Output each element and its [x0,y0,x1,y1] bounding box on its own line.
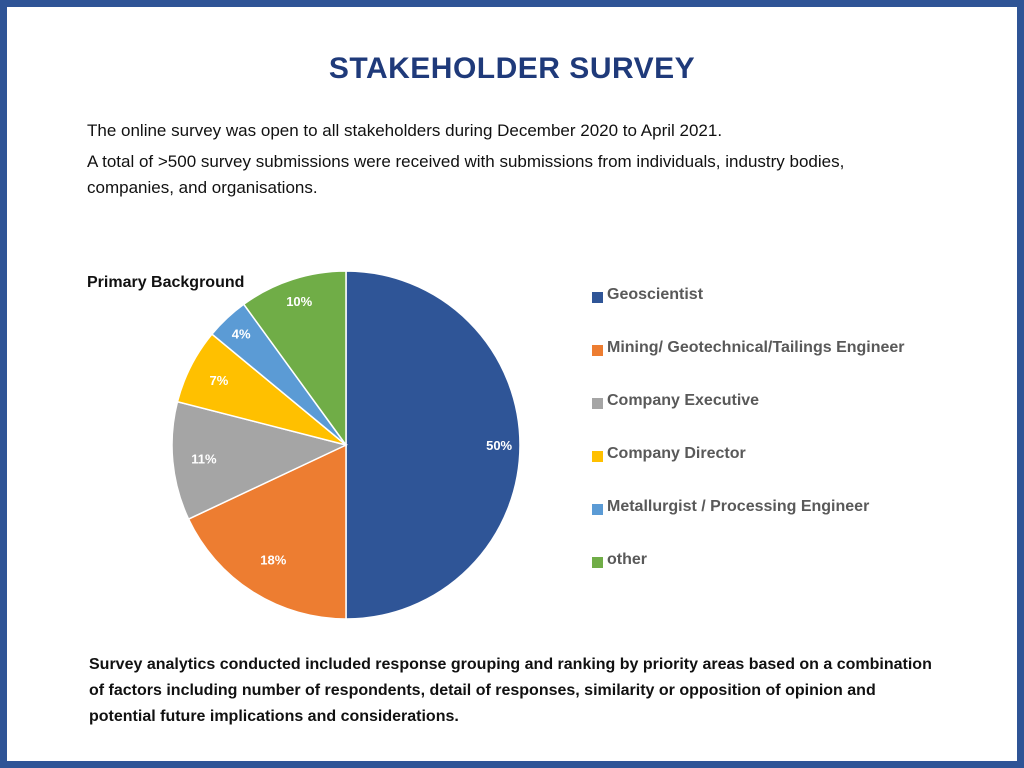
legend-label: Metallurgist / Processing Engineer [607,498,870,515]
data-label-4: 7% [209,373,228,388]
legend-swatch [592,451,603,462]
page-title: STAKEHOLDER SURVEY [328,52,696,85]
pie-slice-1 [345,270,521,620]
legend-label: other [607,551,647,568]
legend-item-4: Company Director [592,445,905,498]
chart-title: Primary Background [87,274,245,291]
pie-slice-3 [171,400,349,521]
legend-swatch [592,557,603,568]
legend-item-5: Metallurgist / Processing Engineer [592,498,905,551]
intro-paragraph-1: The online survey was open to all stakeh… [87,121,723,140]
legend-swatch [592,398,603,409]
legend-label: Geoscientist [607,286,704,303]
chart-legend: Geoscientist Mining/ Geotechnical/Tailing… [592,286,905,604]
legend-label: Mining/ Geotechnical/Tailings Engineer [607,339,905,356]
legend-item-2: Mining/ Geotechnical/Tailings Engineer [592,339,905,392]
legend-item-6: other [592,551,905,604]
data-label-2: 18% [260,553,286,568]
legend-item-1: Geoscientist [592,286,905,339]
data-label-5: 4% [232,326,251,341]
legend-swatch [592,504,603,515]
data-label-1: 50% [486,438,512,453]
data-label-3: 11% [191,451,217,466]
legend-item-3: Company Executive [592,392,905,445]
pie-slice-2 [187,443,347,620]
intro-text: The online survey was open to all stakeh… [87,118,927,206]
legend-swatch [592,292,603,303]
legend-label: Company Executive [607,392,760,409]
intro-paragraph-2: A total of >500 survey submissions were … [87,152,845,197]
legend-swatch [592,345,603,356]
data-label-6: 10% [286,294,312,309]
footer-text: Survey analytics conducted included resp… [89,656,932,725]
pie-slice-6 [242,270,347,448]
legend-label: Company Director [607,445,746,462]
